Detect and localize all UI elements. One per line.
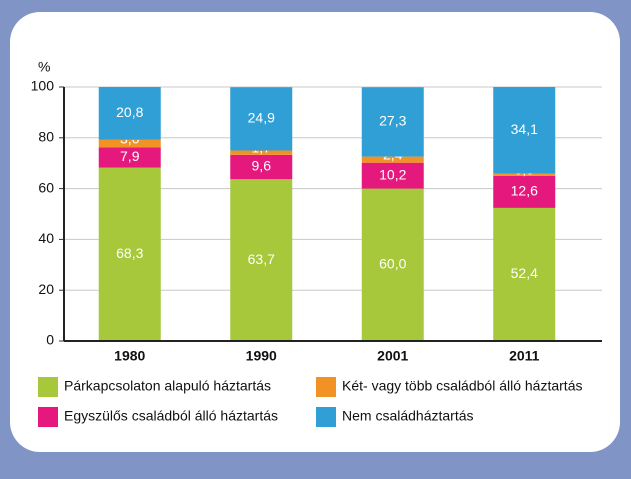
bar-segment	[98, 87, 161, 140]
data-label: 20,8	[116, 104, 143, 120]
data-label: 63,7	[248, 251, 275, 267]
legend-swatch	[38, 377, 58, 397]
bar-segment	[361, 156, 424, 163]
x-tick-label: 2001	[377, 348, 408, 364]
legend-label: Párkapcsolaton alapuló háztartás	[64, 378, 271, 394]
data-label: 24,9	[248, 110, 275, 126]
data-label: 9,6	[252, 158, 272, 174]
bar-segment	[230, 87, 293, 151]
legend-swatch	[316, 407, 336, 427]
bar-segment	[98, 139, 161, 148]
y-tick-label: 40	[38, 230, 54, 246]
legend-swatch	[38, 407, 58, 427]
legend-label: Két- vagy több családból álló háztartás	[342, 378, 582, 394]
bar-segment	[230, 150, 293, 155]
data-label: 7,9	[120, 148, 140, 164]
data-label: 60,0	[379, 256, 406, 272]
legend-swatch	[316, 377, 336, 397]
bar-segment	[493, 173, 556, 176]
y-axis-label: %	[38, 59, 50, 75]
data-label: 12,6	[511, 183, 538, 199]
bar-segment	[493, 175, 556, 208]
y-tick-label: 80	[38, 129, 54, 145]
x-tick-label: 2011	[509, 348, 540, 364]
data-label: 68,3	[116, 245, 143, 261]
bar-segment	[98, 147, 161, 168]
legend-label: Egyszülős családból álló háztartás	[64, 408, 278, 424]
bar-segment	[493, 87, 556, 174]
data-label: 52,4	[511, 265, 538, 281]
bar-segment	[361, 162, 424, 189]
y-tick-label: 60	[38, 179, 54, 195]
bar-segment	[361, 188, 424, 341]
legend-label: Nem családháztartás	[342, 408, 474, 424]
y-tick-label: 0	[46, 332, 54, 348]
x-tick-label: 1980	[114, 348, 145, 364]
bar-segment	[230, 154, 293, 180]
x-tick-label: 1990	[246, 348, 277, 364]
bar-segment	[98, 167, 161, 341]
data-label: 34,1	[511, 121, 538, 137]
data-label: 10,2	[379, 166, 406, 182]
bar-segment	[361, 87, 424, 157]
bar-segment	[493, 207, 556, 341]
bar-segment	[230, 179, 293, 341]
data-label: 27,3	[379, 113, 406, 129]
y-tick-label: 100	[31, 78, 55, 94]
y-tick-label: 20	[38, 281, 54, 297]
